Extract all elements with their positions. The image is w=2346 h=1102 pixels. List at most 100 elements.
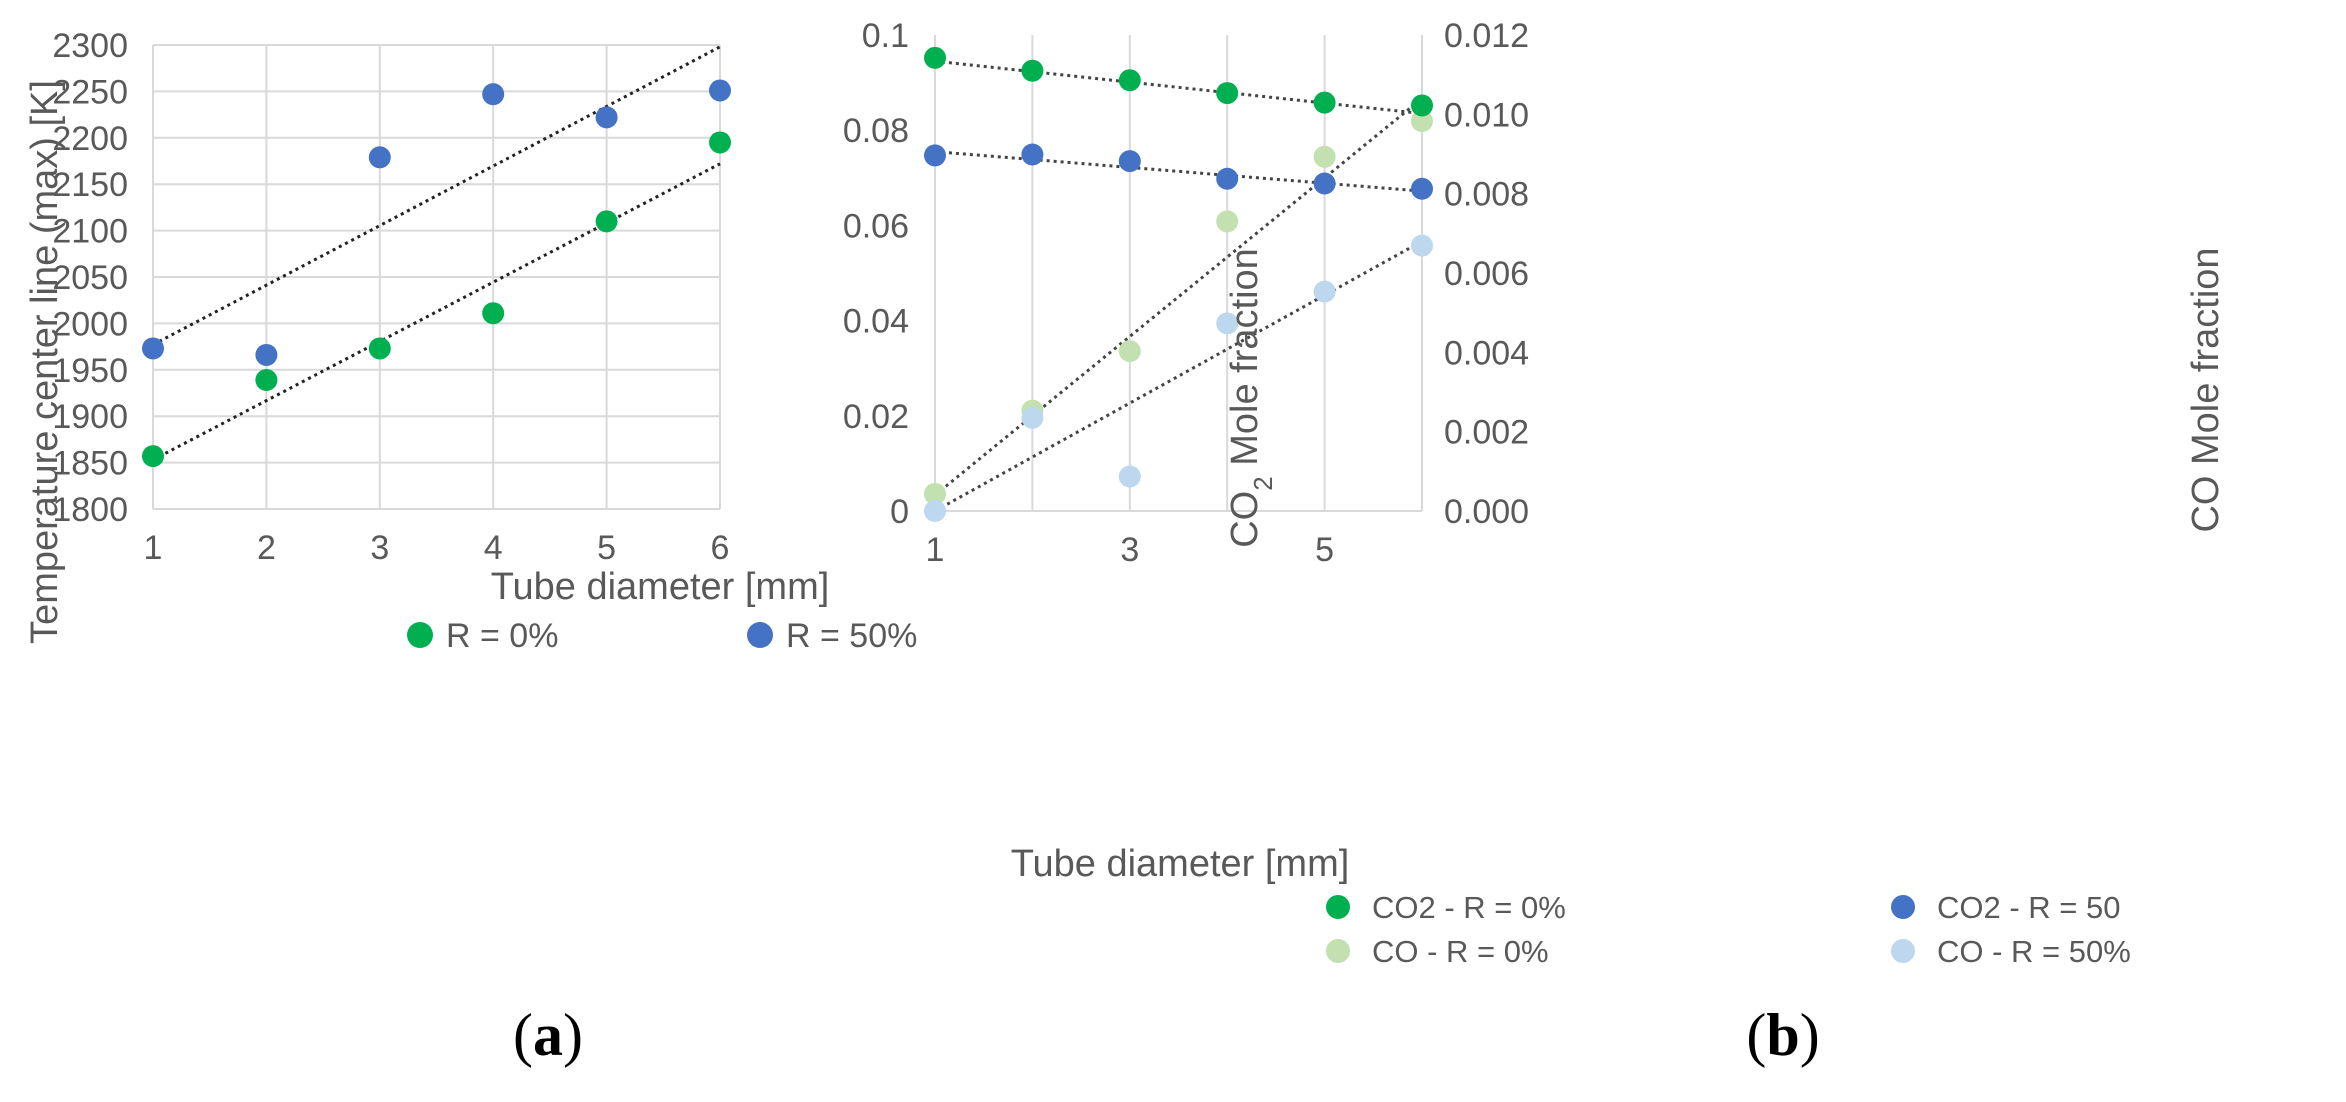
- chart-a-y-tick-label: 2000: [52, 305, 128, 343]
- chart-b-point: [924, 482, 946, 505]
- chart-a-y-tick-label: 2300: [52, 27, 128, 65]
- chart-a-y-tick-label: 2100: [52, 213, 128, 251]
- chart-b-point: [1313, 145, 1336, 168]
- chart-b-right-tick-label: 0.012: [1444, 17, 1529, 55]
- chart-a-point: [482, 302, 505, 325]
- chart-b-right-tick-label: 0.010: [1444, 96, 1529, 134]
- chart-b-point: [1118, 340, 1141, 363]
- chart-a-point: [482, 83, 505, 106]
- chart-b-right-tick-label: 0.004: [1444, 334, 1529, 372]
- chart-a-trendline: [152, 45, 721, 347]
- legend-b-co2-r50-label: CO2 - R = 50: [1937, 890, 2121, 925]
- chart-b-x-tick-label: 5: [1315, 531, 1334, 569]
- chart-a-y-tick-labels: 1800 1850 1900 1950 2000 2050 2100 2150 2200 2250…: [52, 27, 128, 529]
- panel-label-a-letter: a: [533, 1002, 563, 1068]
- legend-b-co2-r0-label: CO2 - R = 0%: [1372, 890, 1566, 925]
- panel-label-b: (b): [1746, 1002, 1819, 1068]
- chart-b-point: [1411, 177, 1433, 200]
- chart-a-x-tick-label: 1: [144, 529, 163, 567]
- chart-a-trendline: [152, 162, 721, 462]
- chart-b-left-axis-title-prefix: CO: [1224, 491, 1266, 548]
- chart-b-x-tick-labels: 1 3 5: [926, 531, 1335, 569]
- chart-b-point: [1216, 167, 1239, 190]
- chart-b-left-axis-title: CO2 Mole fraction: [1224, 248, 1278, 548]
- chart-a-y-tick-label: 2150: [52, 166, 128, 204]
- chart-a-legend: R = 0% R = 50%: [407, 617, 917, 655]
- chart-a-y-tick-label: 2050: [52, 259, 128, 297]
- chart-a-y-tick-label: 1950: [52, 352, 128, 390]
- chart-b-point: [1313, 91, 1336, 114]
- chart-b-trendline: [934, 239, 1423, 513]
- chart-a-y-tick-label: 2200: [52, 120, 128, 158]
- chart-a-point: [142, 445, 164, 468]
- panel-label-a: (a): [513, 1002, 583, 1068]
- chart-b-trendlines: [934, 59, 1423, 513]
- chart-b-x-axis-title: Tube diameter [mm]: [1011, 843, 1350, 885]
- chart-a-x-tick-label: 3: [370, 529, 389, 567]
- chart-a-point: [255, 369, 278, 392]
- chart-b-point: [1411, 110, 1433, 133]
- chart-b-right-tick-label: 0.000: [1444, 493, 1529, 531]
- chart-a-point: [368, 146, 391, 169]
- chart-a-point: [709, 131, 731, 154]
- chart-a-x-tick-label: 6: [711, 529, 730, 567]
- chart-b-left-axis-title-suffix: Mole fraction: [1224, 248, 1266, 476]
- chart-b-point: [924, 46, 946, 69]
- chart-b-point: [1313, 280, 1336, 303]
- chart-b-legend: CO2 - R = 0% CO2 - R = 50 CO - R = 0% CO…: [1326, 890, 2131, 969]
- chart-b-left-tick-label: 0.1: [862, 17, 909, 55]
- chart-b-point: [924, 500, 946, 522]
- chart-a-point: [255, 343, 278, 366]
- panel-label-b-letter: b: [1766, 1002, 1799, 1068]
- chart-a-trendlines: [152, 45, 721, 462]
- legend-b-co-r50-marker: [1891, 939, 1915, 963]
- chart-b-point: [1118, 150, 1141, 173]
- chart-a-y-tick-label: 1800: [52, 491, 128, 529]
- chart-b-gridlines: [934, 35, 1423, 512]
- chart-b-right-tick-labels: 0.000 0.002 0.004 0.006 0.008 0.010 0.012: [1444, 17, 1529, 531]
- chart-b-trendline: [934, 59, 1423, 116]
- chart-b-trendline: [934, 150, 1423, 193]
- chart-a-y-axis-title: Temperature center line (max) [K]: [24, 80, 66, 644]
- chart-a-gridlines: [152, 44, 721, 510]
- chart-a-y-tick-label: 2250: [52, 73, 128, 111]
- chart-b-point: [1021, 143, 1044, 166]
- chart-b-point: [1118, 69, 1141, 92]
- chart-a-points: [142, 79, 731, 468]
- chart-b-right-tick-label: 0.008: [1444, 176, 1529, 214]
- chart-b-right-tick-label: 0.006: [1444, 255, 1529, 293]
- chart-a-point: [368, 337, 391, 360]
- chart-a-point: [142, 337, 164, 360]
- chart-a-point: [595, 210, 618, 233]
- chart-b-point: [1021, 59, 1044, 82]
- chart-b-x-tick-label: 1: [926, 531, 945, 569]
- chart-b-left-axis-title-sub: 2: [1248, 476, 1278, 490]
- legend-a-r0-label: R = 0%: [446, 617, 558, 655]
- chart-b-points: [924, 46, 1433, 522]
- legend-b-co-r0-label: CO - R = 0%: [1372, 934, 1549, 969]
- chart-a-x-tick-label: 2: [257, 529, 276, 567]
- chart-a-point: [709, 79, 731, 102]
- legend-b-co-r0-marker: [1326, 939, 1350, 963]
- chart-b-point: [1216, 312, 1239, 335]
- chart-b-left-tick-label: 0.08: [843, 112, 909, 150]
- chart-b-left-tick-labels: 0 0.02 0.04 0.06 0.08 0.1: [843, 17, 909, 531]
- chart-b-point: [924, 144, 946, 167]
- chart-a-point: [595, 106, 618, 129]
- chart-a-x-tick-labels: 1 2 3 4 5 6: [144, 529, 730, 567]
- legend-b-co-r50-label: CO - R = 50%: [1937, 934, 2131, 969]
- chart-a-y-tick-label: 1850: [52, 445, 128, 483]
- chart-b-left-tick-label: 0.06: [843, 207, 909, 245]
- chart-b-point: [1118, 465, 1141, 488]
- legend-b-co2-r50-marker: [1891, 895, 1915, 919]
- chart-b-left-tick-label: 0: [890, 493, 909, 531]
- legend-a-r50-label: R = 50%: [786, 617, 917, 655]
- chart-b: 00.020.040.060.080.1 0.0000.0020.0040.00…: [843, 17, 2227, 1068]
- chart-a-x-axis-title: Tube diameter [mm]: [491, 566, 830, 608]
- chart-a-x-tick-label: 5: [597, 529, 616, 567]
- chart-b-x-tick-label: 3: [1120, 531, 1139, 569]
- chart-b-left-tick-label: 0.02: [843, 398, 909, 436]
- legend-a-r0-marker: [407, 622, 433, 648]
- chart-b-point: [1411, 234, 1433, 257]
